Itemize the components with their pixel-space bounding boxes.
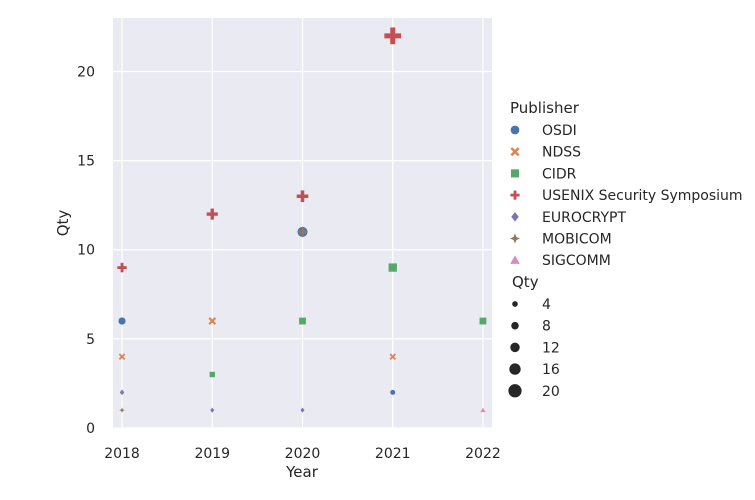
data-point-eurocrypt [300,407,305,413]
data-point-cidr [479,317,487,325]
legend-label: CIDR [542,166,577,182]
x-tick-label: 2020 [285,446,321,462]
y-tick-label: 15 [77,154,95,170]
legend-marker [510,125,520,135]
x-tick-label: 2022 [465,446,501,462]
legend-marker [510,147,520,157]
legend-label: OSDI [542,123,577,139]
legend-size-label: 4 [542,297,551,313]
data-point-cidr [299,317,306,325]
legend-size-marker [510,342,520,353]
data-point-sigcomm [480,407,486,413]
data-point-usenix-security-symposium [384,27,402,45]
y-axis-label: Qty [54,210,72,237]
data-points [117,27,487,413]
data-point-eurocrypt [119,389,125,396]
y-tick-label: 5 [86,332,95,348]
data-point-usenix-security-symposium [206,208,218,220]
legend-marker [510,169,520,178]
legend-size-title: Qty [512,273,539,291]
y-tick-label: 0 [86,421,95,437]
data-point-cidr [209,371,215,378]
data-point-osdi [389,389,396,396]
y-tick-label: 10 [77,243,95,259]
legend-size-label: 12 [542,340,560,356]
legend-label: SIGCOMM [542,253,611,269]
legend-hue-title: Publisher [510,99,580,117]
legend-marker [510,255,520,264]
legend-marker [509,233,521,244]
x-tick-label: 2018 [104,446,140,462]
legend-size-marker [511,321,519,330]
legend-label: NDSS [542,145,581,161]
legend-size-label: 16 [542,362,560,378]
x-axis-label: Year [285,463,319,481]
y-tick-label: 20 [77,64,95,80]
legend-size-label: 20 [542,384,560,400]
legend-marker [510,190,520,200]
legend-label: USENIX Security Symposium [542,188,743,204]
data-point-mobicom [296,226,309,238]
data-point-ndss [118,353,126,360]
data-point-cidr [388,263,397,272]
data-point-ndss [389,353,397,360]
legend-size-marker [512,301,518,307]
x-tick-label: 2019 [194,446,230,462]
legend-label: EUROCRYPT [542,210,626,226]
legend-marker [511,211,519,222]
x-tick-label: 2021 [375,446,411,462]
data-point-eurocrypt [210,407,215,413]
axis-ticks: 2018 2019 2020 2021 2022 0 5 10 15 20 [77,64,501,462]
legend-size-marker [509,363,521,375]
legend: Publisher OSDI NDSS CIDR USENIX Security Sy… [508,99,743,400]
data-point-mobicom [119,407,125,413]
data-point-osdi [117,316,127,326]
data-point-usenix-security-symposium [296,190,309,203]
legend-size-marker [508,384,522,398]
legend-size-label: 8 [542,319,551,335]
data-point-ndss [208,317,217,325]
data-point-usenix-security-symposium [117,262,127,273]
legend-label: MOBICOM [542,232,612,248]
grid-lines [113,18,492,429]
